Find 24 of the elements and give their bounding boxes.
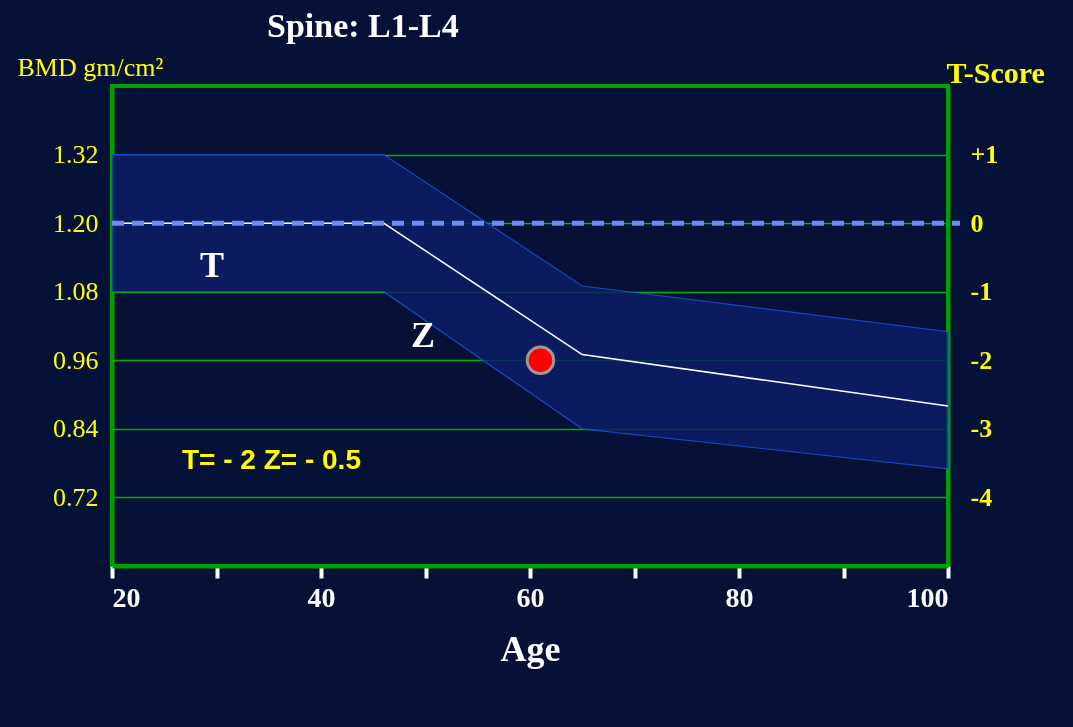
y2-tick-label: -4 bbox=[970, 482, 993, 512]
y2-tick-label: +1 bbox=[970, 140, 999, 170]
annotation: Z bbox=[410, 315, 436, 355]
y2-tick-label: 0 bbox=[970, 208, 984, 238]
x-tick-label: 60 bbox=[516, 581, 545, 613]
y2-tick-label: -3 bbox=[970, 414, 993, 444]
y-axis-title: BMD gm/cm² bbox=[17, 52, 164, 82]
y-tick-label: 0.84 bbox=[53, 414, 99, 444]
y2-axis-title: T-Score bbox=[946, 55, 1045, 89]
y-tick-label: 1.32 bbox=[53, 140, 99, 170]
x-tick-label: 40 bbox=[307, 581, 336, 613]
y-tick-label: 0.96 bbox=[53, 345, 99, 375]
y2-tick-label: -1 bbox=[970, 277, 993, 307]
x-tick-label: 20 bbox=[112, 581, 141, 613]
chart-title: Spine: L1-L4 bbox=[267, 7, 459, 44]
annotation: T= - 2 Z= - 0.5 bbox=[182, 444, 361, 475]
y-tick-label: 1.08 bbox=[53, 277, 99, 307]
annotation: T bbox=[199, 245, 225, 285]
y2-tick-label: -2 bbox=[970, 345, 993, 375]
y-tick-label: 1.20 bbox=[53, 208, 99, 238]
x-axis-title: Age bbox=[500, 628, 561, 669]
y-tick-label: 0.72 bbox=[53, 482, 99, 512]
x-tick-label: 100 bbox=[906, 581, 949, 613]
x-tick-label: 80 bbox=[725, 581, 754, 613]
